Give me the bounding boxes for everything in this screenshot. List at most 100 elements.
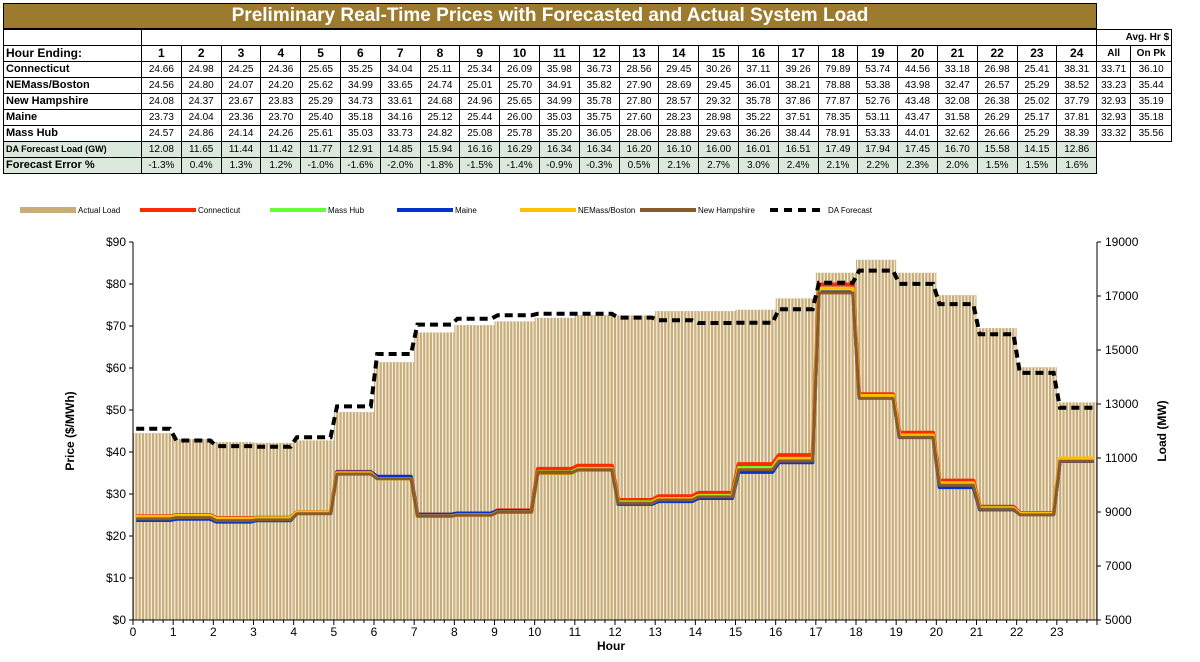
blank-cell <box>1096 157 1131 174</box>
actual-load-bar <box>293 440 334 620</box>
avg-price-cell: 33.23 <box>1096 77 1132 94</box>
forecast-cell: 16.10 <box>658 141 700 158</box>
price-cell: 43.48 <box>897 93 938 110</box>
legend-label: Mass Hub <box>328 205 365 215</box>
price-cell: 37.79 <box>1056 93 1098 110</box>
price-cell: 33.73 <box>379 125 421 142</box>
forecast-cell: 11.65 <box>180 141 222 158</box>
forecast-cell: 16.34 <box>578 141 620 158</box>
price-cell: 43.98 <box>897 77 938 94</box>
price-cell: 79.89 <box>817 61 859 78</box>
x-tick-label: 4 <box>290 625 297 639</box>
price-cell: 23.73 <box>141 109 182 126</box>
left-tick-label: $70 <box>106 319 126 333</box>
price-cell: 24.98 <box>180 61 222 78</box>
table-row: Mass Hub 24.57 24.86 24.14 24.26 25.61 35.03 33… <box>3 125 1173 142</box>
series-line-new-hampshire <box>136 291 1094 523</box>
price-cell: 27.90 <box>618 77 660 94</box>
x-tick-label: 9 <box>491 625 498 639</box>
price-cell: 30.26 <box>698 61 739 78</box>
price-cell: 35.03 <box>538 109 580 126</box>
actual-load-bar <box>856 259 897 620</box>
price-cell: 34.99 <box>339 77 381 94</box>
forecast-cell: 16.34 <box>538 141 580 158</box>
price-cell: 29.45 <box>658 61 700 78</box>
actual-load-bar <box>253 442 294 620</box>
hour-header-cell: 6 <box>339 45 381 62</box>
zone-label: NEMass/Boston <box>3 77 142 94</box>
forecast-cell: -1.3% <box>141 157 182 174</box>
avg-col-header: All <box>1096 45 1132 62</box>
forecast-cell: 3.0% <box>737 157 779 174</box>
table-row: NEMass/Boston 24.56 24.80 24.07 24.20 25.62 34… <box>3 77 1173 94</box>
forecast-cell: 2.4% <box>777 157 819 174</box>
price-cell: 26.00 <box>499 109 540 126</box>
forecast-cell: 0.5% <box>618 157 660 174</box>
actual-load-hatch <box>857 259 896 620</box>
x-tick-label: 0 <box>130 625 137 639</box>
price-cell: 25.44 <box>459 109 501 126</box>
price-cell: 24.56 <box>141 77 182 94</box>
x-tick-label: 12 <box>608 625 622 639</box>
actual-load-hatch <box>334 412 373 620</box>
forecast-cell: 1.5% <box>976 157 1018 174</box>
actual-load-bar <box>896 272 937 620</box>
left-tick-label: $60 <box>106 361 126 375</box>
forecast-cell: -0.9% <box>538 157 580 174</box>
actual-load-hatch <box>656 311 695 620</box>
price-cell: 34.99 <box>538 93 580 110</box>
price-cell: 33.61 <box>379 93 421 110</box>
price-cell: 26.57 <box>976 77 1018 94</box>
right-tick-label: 19000 <box>1105 235 1139 249</box>
forecast-cell: 14.15 <box>1016 141 1058 158</box>
avg-hour-header: Avg. Hr $ <box>1096 29 1173 46</box>
hour-header-cell: 3 <box>220 45 262 62</box>
hour-header-cell: 21 <box>936 45 978 62</box>
forecast-cell: 0.4% <box>180 157 222 174</box>
hour-header-cell: 19 <box>857 45 899 62</box>
right-tick-label: 9000 <box>1105 505 1132 519</box>
hour-header-cell: 18 <box>817 45 859 62</box>
y-axis-label-left: Price ($/MWh) <box>63 391 77 470</box>
forecast-cell: 11.44 <box>220 141 262 158</box>
x-tick-label: 6 <box>371 625 378 639</box>
table-row: New Hampshire 24.08 24.37 23.67 23.83 25.29 34… <box>3 93 1173 110</box>
price-cell: 35.78 <box>578 93 620 110</box>
price-cell: 24.82 <box>419 125 461 142</box>
forecast-cell: 2.2% <box>857 157 899 174</box>
actual-load-bar <box>213 442 254 620</box>
zone-label: New Hampshire <box>3 93 142 110</box>
price-cell: 25.78 <box>499 125 540 142</box>
price-cell: 27.80 <box>618 93 660 110</box>
price-cell: 28.57 <box>658 93 700 110</box>
actual-load-bar <box>173 439 214 620</box>
chart-title: Preliminary Real-Time Prices with Foreca… <box>3 3 1097 29</box>
price-cell: 24.80 <box>180 77 222 94</box>
legend-label: New Hampshire <box>698 205 755 215</box>
price-cell: 35.98 <box>538 61 580 78</box>
left-tick-label: $90 <box>106 235 126 249</box>
price-cell: 25.11 <box>419 61 461 78</box>
hour-header-cell: 24 <box>1056 45 1098 62</box>
actual-load-hatch <box>254 442 293 620</box>
legend-swatch <box>270 208 326 212</box>
price-cell: 35.78 <box>737 93 779 110</box>
zone-label: Mass Hub <box>3 125 142 142</box>
price-cell: 35.25 <box>339 61 381 78</box>
price-cell: 43.47 <box>897 109 938 126</box>
right-tick-label: 15000 <box>1105 343 1139 357</box>
avg-price-cell: 35.56 <box>1130 125 1173 142</box>
right-tick-label: 7000 <box>1105 559 1132 573</box>
actual-load-bar <box>695 311 736 620</box>
legend-swatch <box>640 208 696 212</box>
forecast-cell: 11.42 <box>260 141 302 158</box>
table-avg-header-row: Avg. Hr $ <box>3 29 1173 46</box>
avg-price-cell: 35.18 <box>1130 109 1173 126</box>
legend-item-da_forecast: DA Forecast <box>770 204 872 216</box>
price-cell: 44.01 <box>897 125 938 142</box>
legend-swatch <box>140 208 196 212</box>
forecast-cell: 2.1% <box>658 157 700 174</box>
right-tick-label: 13000 <box>1105 397 1139 411</box>
price-cell: 39.26 <box>777 61 819 78</box>
zone-label: Connecticut <box>3 61 142 78</box>
